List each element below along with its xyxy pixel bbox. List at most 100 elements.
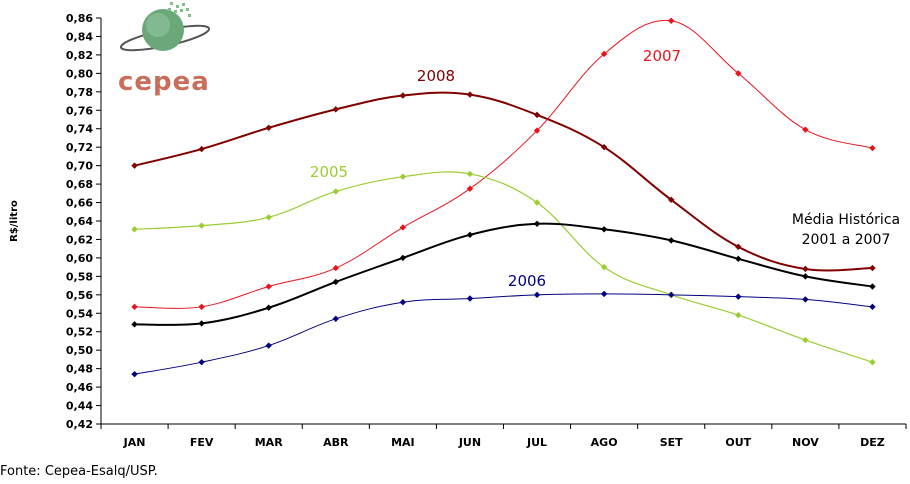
data-point-m-dia-hist-rica-2001-a-2007 bbox=[802, 273, 809, 280]
data-point-2005 bbox=[735, 311, 742, 319]
data-point-2008 bbox=[735, 243, 742, 251]
data-point-m-dia-hist-rica-2001-a-2007 bbox=[198, 320, 205, 327]
data-point-2006 bbox=[198, 358, 205, 366]
series-label-2007: 2007 bbox=[643, 47, 681, 65]
y-tick-label: 0,62 bbox=[66, 233, 93, 246]
data-point-2008 bbox=[399, 92, 407, 99]
y-tick-label: 0,86 bbox=[66, 12, 93, 25]
data-point-m-dia-hist-rica-2001-a-2007 bbox=[600, 226, 608, 233]
y-axis-label: R$/litro bbox=[9, 200, 20, 242]
y-tick-label: 0,70 bbox=[66, 160, 93, 173]
y-tick-label: 0,72 bbox=[66, 141, 93, 154]
y-tick-label: 0,84 bbox=[66, 30, 93, 43]
data-point-2006 bbox=[735, 293, 742, 300]
series-line-2006 bbox=[134, 293, 873, 375]
y-tick-label: 0,66 bbox=[66, 197, 93, 210]
series-line-2008 bbox=[134, 91, 873, 272]
data-point-2008 bbox=[869, 264, 876, 272]
data-point-2006 bbox=[265, 342, 272, 349]
series-line-m-dia-hist-rica-2001-a-2007 bbox=[134, 222, 873, 326]
data-point-m-dia-hist-rica-2001-a-2007 bbox=[265, 304, 272, 311]
y-tick-label: 0,78 bbox=[66, 86, 93, 99]
series-label-2006: 2006 bbox=[508, 272, 546, 290]
series-label-2005: 2005 bbox=[310, 163, 348, 181]
data-point-2005 bbox=[533, 199, 541, 206]
x-tick-label: NOV bbox=[792, 436, 819, 449]
data-point-2006 bbox=[533, 291, 541, 299]
data-point-2005 bbox=[131, 226, 138, 233]
y-tick-label: 0,54 bbox=[66, 307, 93, 320]
y-tick-label: 0,58 bbox=[66, 270, 93, 283]
data-point-2005 bbox=[600, 263, 608, 271]
data-point-2006 bbox=[600, 290, 608, 298]
data-point-2007 bbox=[332, 264, 339, 272]
data-point-m-dia-hist-rica-2001-a-2007 bbox=[735, 255, 742, 263]
cepea-logo: cepea bbox=[118, 2, 211, 97]
x-tick-label: DEZ bbox=[860, 436, 885, 449]
data-point-2008 bbox=[600, 143, 608, 151]
y-tick-label: 0,52 bbox=[66, 326, 93, 339]
data-point-2008 bbox=[332, 106, 339, 113]
data-point-2005 bbox=[198, 222, 205, 229]
x-tick-label: MAR bbox=[255, 436, 283, 449]
x-tick-label: MAI bbox=[391, 436, 415, 449]
data-point-2005 bbox=[869, 358, 876, 366]
x-tick-label: FEV bbox=[190, 436, 214, 449]
data-point-2007 bbox=[265, 283, 272, 290]
series-line-2005 bbox=[134, 171, 873, 363]
x-tick-label: JAN bbox=[123, 436, 146, 449]
x-tick-label: JUN bbox=[458, 436, 481, 449]
y-tick-label: 0,74 bbox=[66, 123, 93, 136]
data-point-2008 bbox=[131, 162, 138, 169]
y-tick-label: 0,60 bbox=[66, 252, 93, 265]
data-point-2008 bbox=[466, 91, 474, 98]
data-point-2005 bbox=[399, 173, 407, 180]
data-point-2006 bbox=[399, 299, 407, 306]
series-label-m-dia-hist-rica-2001-a-2007: Média Histórica bbox=[792, 212, 900, 228]
data-point-2006 bbox=[466, 295, 474, 302]
data-point-m-dia-hist-rica-2001-a-2007 bbox=[533, 220, 541, 227]
y-tick-label: 0,64 bbox=[66, 215, 93, 228]
data-point-2006 bbox=[131, 370, 138, 378]
data-point-2007 bbox=[668, 17, 675, 24]
data-point-2008 bbox=[533, 111, 541, 119]
x-tick-label: AGO bbox=[591, 436, 618, 449]
data-point-m-dia-hist-rica-2001-a-2007 bbox=[668, 237, 675, 244]
data-point-2008 bbox=[265, 124, 272, 132]
data-point-2008 bbox=[802, 265, 809, 273]
data-point-2006 bbox=[332, 315, 339, 323]
plot-area: 0,42 0,44 0,46 0,48 0,50 0,52 0,54 0,56 0,58 0,60… bbox=[9, 12, 907, 449]
y-tick-label: 0,82 bbox=[66, 49, 93, 62]
y-tick-label: 0,46 bbox=[66, 381, 93, 394]
data-point-2007 bbox=[600, 50, 608, 58]
y-tick-label: 0,42 bbox=[66, 418, 93, 431]
logo-text: cepea bbox=[118, 67, 210, 97]
series-label-2008: 2008 bbox=[417, 67, 455, 85]
source-note: Fonte: Cepea-Esalq/USP. bbox=[0, 464, 158, 479]
y-tick-label: 0,80 bbox=[66, 67, 93, 80]
data-point-2007 bbox=[802, 126, 809, 133]
data-point-m-dia-hist-rica-2001-a-2007 bbox=[466, 231, 474, 239]
x-tick-label: JUL bbox=[526, 436, 547, 449]
data-point-2005 bbox=[802, 336, 809, 344]
y-tick-label: 0,56 bbox=[66, 289, 93, 302]
data-point-2006 bbox=[668, 291, 675, 299]
x-tick-label: ABR bbox=[323, 436, 349, 449]
x-tick-label: OUT bbox=[725, 436, 751, 449]
data-point-m-dia-hist-rica-2001-a-2007 bbox=[399, 254, 407, 262]
data-point-m-dia-hist-rica-2001-a-2007 bbox=[332, 278, 339, 286]
series-label-m-dia-hist-rica-2001-a-2007: 2001 a 2007 bbox=[802, 232, 891, 248]
data-point-2005 bbox=[466, 170, 474, 178]
data-point-2005 bbox=[332, 188, 339, 195]
data-point-2007 bbox=[869, 144, 876, 152]
y-tick-label: 0,44 bbox=[66, 400, 93, 413]
data-point-2006 bbox=[802, 296, 809, 303]
data-point-2008 bbox=[668, 196, 675, 203]
y-tick-label: 0,76 bbox=[66, 104, 93, 117]
x-tick-label: SET bbox=[660, 436, 683, 449]
y-tick-label: 0,68 bbox=[66, 178, 93, 191]
data-point-m-dia-hist-rica-2001-a-2007 bbox=[869, 283, 876, 290]
y-tick-label: 0,48 bbox=[66, 363, 93, 376]
data-point-2008 bbox=[198, 145, 205, 153]
